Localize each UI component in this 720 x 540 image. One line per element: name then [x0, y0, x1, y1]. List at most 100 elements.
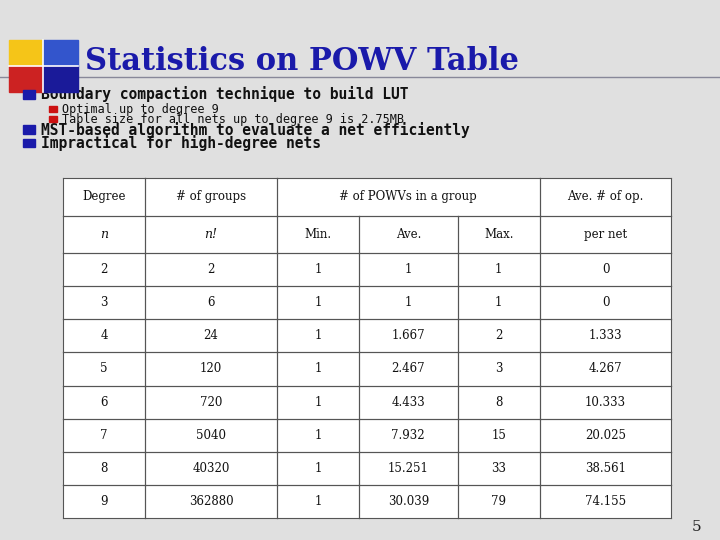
Bar — [23, 90, 35, 99]
Text: 1.333: 1.333 — [589, 329, 622, 342]
Text: 7: 7 — [100, 429, 108, 442]
Bar — [276, 452, 359, 485]
Bar — [145, 386, 276, 418]
Bar — [43, 40, 78, 66]
Bar — [540, 353, 671, 386]
Text: 0: 0 — [602, 263, 609, 276]
Text: 362880: 362880 — [189, 495, 233, 508]
Bar — [63, 386, 145, 418]
Bar — [540, 215, 671, 253]
Text: 1: 1 — [314, 296, 322, 309]
Text: 6: 6 — [100, 396, 108, 409]
Text: Ave. # of op.: Ave. # of op. — [567, 190, 644, 203]
Bar — [145, 319, 276, 353]
Text: 33: 33 — [491, 462, 506, 475]
Bar — [458, 286, 540, 319]
Bar — [458, 418, 540, 452]
Text: 0: 0 — [602, 296, 609, 309]
Text: 15: 15 — [491, 429, 506, 442]
Bar — [49, 106, 57, 112]
Bar — [145, 353, 276, 386]
Text: 1: 1 — [405, 263, 412, 276]
Text: Degree: Degree — [82, 190, 126, 203]
Bar — [145, 286, 276, 319]
Text: 7.932: 7.932 — [392, 429, 425, 442]
Text: 4.267: 4.267 — [589, 362, 622, 375]
Text: Optimal up to degree 9: Optimal up to degree 9 — [62, 103, 219, 116]
Text: Min.: Min. — [305, 228, 331, 241]
Text: 2: 2 — [101, 263, 108, 276]
Bar — [23, 125, 35, 134]
Bar — [276, 319, 359, 353]
Text: 38.561: 38.561 — [585, 462, 626, 475]
Text: 3: 3 — [100, 296, 108, 309]
Bar — [63, 319, 145, 353]
Bar — [63, 253, 145, 286]
Bar — [540, 178, 671, 215]
Text: 8: 8 — [101, 462, 108, 475]
Text: 5040: 5040 — [196, 429, 226, 442]
Text: 10.333: 10.333 — [585, 396, 626, 409]
Bar — [276, 386, 359, 418]
Text: 1: 1 — [495, 296, 503, 309]
Bar — [63, 353, 145, 386]
Text: 4.433: 4.433 — [392, 396, 426, 409]
Text: # of POWVs in a group: # of POWVs in a group — [339, 190, 477, 203]
Text: per net: per net — [584, 228, 627, 241]
Text: MST-based algorithm to evaluate a net efficiently: MST-based algorithm to evaluate a net ef… — [41, 122, 469, 138]
Bar — [276, 353, 359, 386]
Text: 8: 8 — [495, 396, 503, 409]
Text: 9: 9 — [100, 495, 108, 508]
Text: # of groups: # of groups — [176, 190, 246, 203]
Bar — [63, 178, 145, 215]
Bar — [276, 253, 359, 286]
Text: Statistics on POWV Table: Statistics on POWV Table — [85, 46, 519, 77]
Text: 1: 1 — [314, 462, 322, 475]
Bar — [540, 485, 671, 518]
Bar — [63, 418, 145, 452]
Bar — [145, 485, 276, 518]
Text: 40320: 40320 — [192, 462, 230, 475]
Text: 1: 1 — [314, 396, 322, 409]
Text: 1: 1 — [314, 362, 322, 375]
Text: Max.: Max. — [484, 228, 513, 241]
Text: 24: 24 — [204, 329, 218, 342]
Bar — [458, 386, 540, 418]
Text: 1: 1 — [405, 296, 412, 309]
Text: n: n — [100, 228, 108, 241]
Text: 1.667: 1.667 — [392, 329, 425, 342]
Bar — [540, 286, 671, 319]
Bar — [458, 452, 540, 485]
Bar — [276, 178, 540, 215]
Bar — [458, 215, 540, 253]
Text: 720: 720 — [200, 396, 222, 409]
Bar — [145, 178, 276, 215]
Text: 4: 4 — [100, 329, 108, 342]
Bar — [63, 485, 145, 518]
Bar — [9, 40, 43, 66]
Bar — [540, 253, 671, 286]
Text: 74.155: 74.155 — [585, 495, 626, 508]
Text: 2.467: 2.467 — [392, 362, 425, 375]
Bar — [458, 253, 540, 286]
Text: 5: 5 — [692, 519, 701, 534]
Bar — [23, 139, 35, 147]
Text: Boundary compaction technique to build LUT: Boundary compaction technique to build L… — [41, 86, 408, 103]
Bar — [49, 116, 57, 122]
Text: n!: n! — [204, 228, 217, 241]
Bar — [359, 485, 458, 518]
Text: 5: 5 — [100, 362, 108, 375]
Text: 1: 1 — [314, 429, 322, 442]
Bar — [63, 286, 145, 319]
Bar — [458, 353, 540, 386]
Bar — [276, 215, 359, 253]
Bar — [43, 66, 78, 92]
Text: 1: 1 — [495, 263, 503, 276]
Bar — [63, 215, 145, 253]
Bar — [359, 353, 458, 386]
Text: 1: 1 — [314, 495, 322, 508]
Bar — [359, 319, 458, 353]
Text: 2: 2 — [495, 329, 503, 342]
Bar — [276, 286, 359, 319]
Text: Impractical for high-degree nets: Impractical for high-degree nets — [41, 135, 321, 151]
